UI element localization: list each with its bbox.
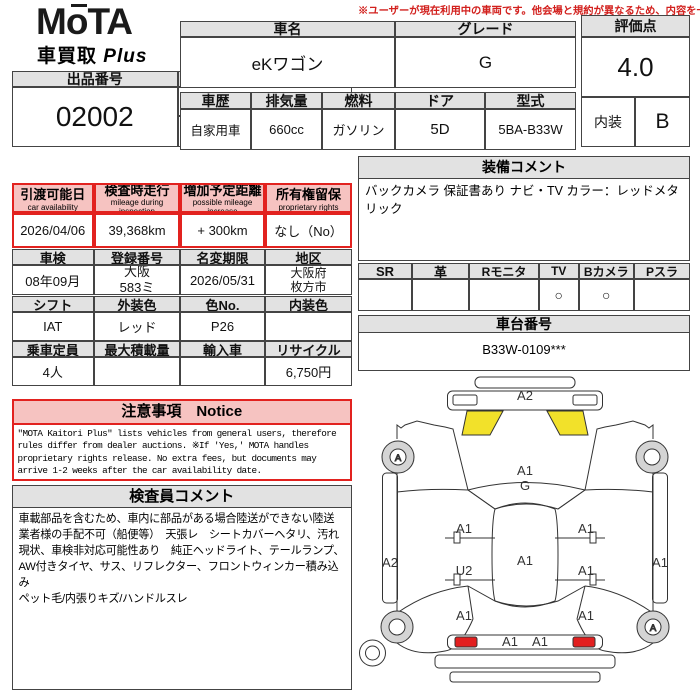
svg-text:A: A [395, 453, 402, 464]
svg-text:A2: A2 [382, 555, 398, 570]
svg-text:A1: A1 [517, 463, 533, 478]
svg-text:A1: A1 [456, 608, 472, 623]
svg-text:G: G [520, 478, 530, 493]
svg-text:A1: A1 [578, 608, 594, 623]
svg-text:A: A [650, 623, 657, 634]
svg-text:A1: A1 [532, 634, 548, 649]
svg-text:A1: A1 [578, 563, 594, 578]
svg-text:A1: A1 [456, 521, 472, 536]
svg-text:A1: A1 [502, 634, 518, 649]
svg-text:A1: A1 [578, 521, 594, 536]
svg-text:U2: U2 [456, 563, 473, 578]
svg-text:A2: A2 [517, 388, 533, 403]
svg-text:A1: A1 [652, 555, 668, 570]
svg-text:A1: A1 [517, 553, 533, 568]
